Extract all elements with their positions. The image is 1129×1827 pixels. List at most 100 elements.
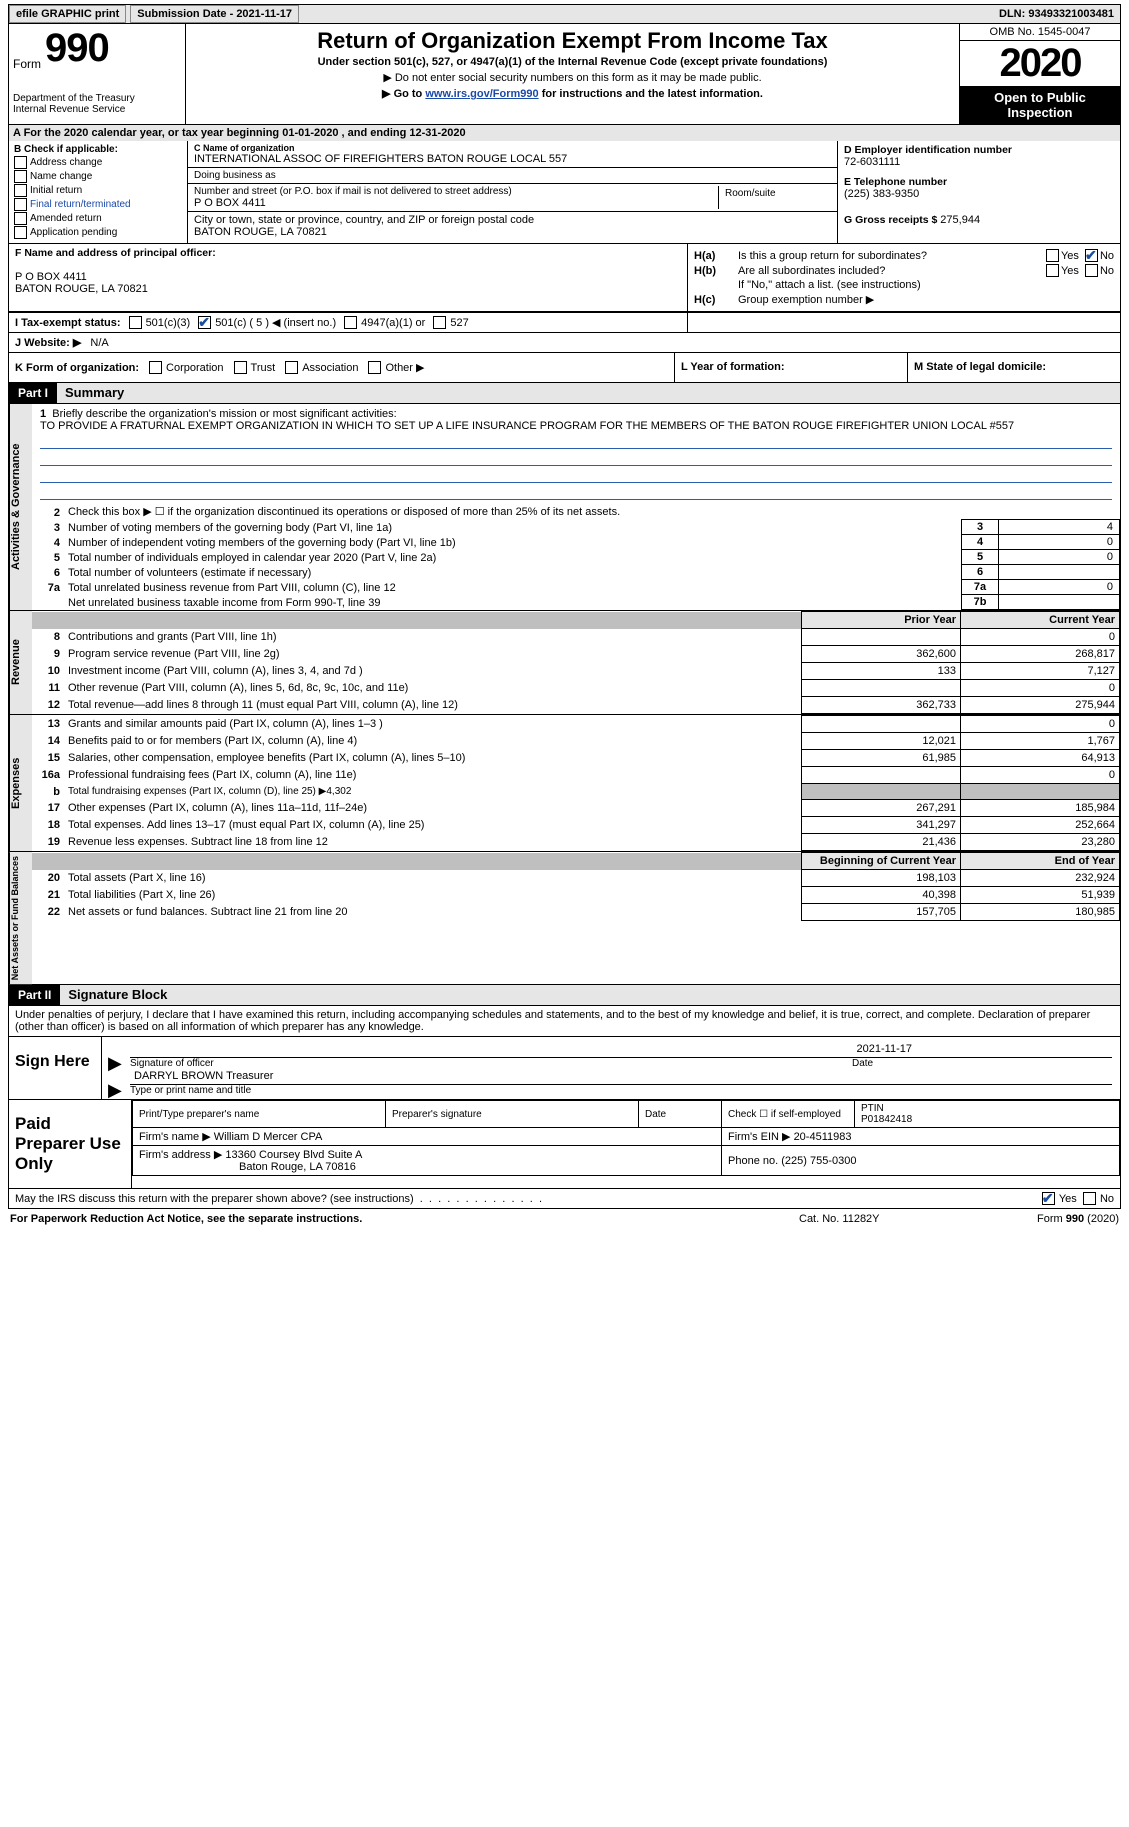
checkbox-app-pending[interactable] <box>14 226 27 239</box>
summary-governance: Activities & Governance 1 Briefly descri… <box>8 404 1121 611</box>
k-trust-label: Trust <box>251 362 276 374</box>
header-right: OMB No. 1545-0047 2020 Open to Public In… <box>959 24 1120 124</box>
i-527-checkbox[interactable] <box>433 316 446 329</box>
expenses-table: 13Grants and similar amounts paid (Part … <box>32 715 1120 851</box>
i-501c-label: 501(c) ( 5 ) ◀ (insert no.) <box>215 316 336 329</box>
officer-signature-line[interactable]: ▶ 2021-11-17 <box>130 1057 1112 1058</box>
name-label: Type or print name and title <box>130 1085 1112 1096</box>
irs-link[interactable]: www.irs.gov/Form990 <box>425 88 538 100</box>
i-501c-checkbox[interactable] <box>198 316 211 329</box>
hb-no-label: No <box>1100 265 1114 277</box>
checkbox-final-return[interactable] <box>14 198 27 211</box>
discuss-no-checkbox[interactable] <box>1083 1192 1096 1205</box>
omb-number: OMB No. 1545-0047 <box>960 24 1120 41</box>
part2-bar: Part II Signature Block <box>8 985 1121 1006</box>
rev-row-10: 10Investment income (Part VIII, column (… <box>32 663 1120 680</box>
discuss-yes-checkbox[interactable] <box>1042 1192 1055 1205</box>
k-assoc-label: Association <box>302 362 358 374</box>
checkbox-initial-return[interactable] <box>14 184 27 197</box>
i-501c3-checkbox[interactable] <box>129 316 142 329</box>
sig-officer-label: Signature of officer <box>130 1058 852 1069</box>
firm-phone-cell: Phone no. (225) 755-0300 <box>722 1146 1120 1176</box>
header-middle: Return of Organization Exempt From Incom… <box>186 24 959 124</box>
rev-row-8: 8Contributions and grants (Part VIII, li… <box>32 629 1120 646</box>
firm-addr-1: 13360 Coursey Blvd Suite A <box>225 1149 362 1161</box>
ha-no-checkbox[interactable] <box>1085 249 1098 262</box>
gov-row-4: 4Number of independent voting members of… <box>32 535 1120 550</box>
hdr-prior-year: Prior Year <box>802 612 961 629</box>
efile-print-button[interactable]: efile GRAPHIC print <box>9 5 126 23</box>
declaration-text: Under penalties of perjury, I declare th… <box>9 1006 1120 1036</box>
summary-expenses: Expenses 13Grants and similar amounts pa… <box>8 715 1121 852</box>
c-room-label: Room/suite <box>725 188 825 199</box>
checkbox-amended[interactable] <box>14 212 27 225</box>
revenue-table: Prior YearCurrent Year 8Contributions an… <box>32 611 1120 714</box>
i-4947-label: 4947(a)(1) or <box>361 317 425 329</box>
officer-name: DARRYL BROWN Treasurer <box>134 1070 273 1082</box>
header-left: Form 990 Department of the Treasury Inte… <box>9 24 186 124</box>
dln-label: DLN: 93493321003481 <box>999 8 1120 20</box>
q2-text: Check this box ▶ ☐ if the organization d… <box>64 504 1120 520</box>
k-other-checkbox[interactable] <box>368 361 381 374</box>
phone-value: (225) 383-9350 <box>844 188 1114 200</box>
org-city: BATON ROUGE, LA 70821 <box>194 226 831 238</box>
lbl-final-return: Final return/terminated <box>30 199 131 210</box>
tab-revenue: Revenue <box>9 611 32 714</box>
discuss-text: May the IRS discuss this return with the… <box>15 1193 1042 1205</box>
hb-yes-checkbox[interactable] <box>1046 264 1059 277</box>
form-number: 990 <box>45 26 109 71</box>
form-990-page: efile GRAPHIC print Submission Date - 20… <box>0 0 1129 1233</box>
na-row-20: 20Total assets (Part X, line 16)198,1032… <box>32 870 1120 887</box>
i-label: I Tax-exempt status: <box>15 317 121 329</box>
officer-line2: BATON ROUGE, LA 70821 <box>15 283 681 295</box>
na-row-22: 22Net assets or fund balances. Subtract … <box>32 904 1120 921</box>
checkbox-name-change[interactable] <box>14 170 27 183</box>
dept-treasury: Department of the Treasury <box>13 93 181 104</box>
line-a-tax-year: A For the 2020 calendar year, or tax yea… <box>8 124 1121 141</box>
exp-row-19: 19Revenue less expenses. Subtract line 1… <box>32 834 1120 851</box>
arrow-icon: ▶ <box>108 1053 122 1074</box>
gov-row-5: 5Total number of individuals employed in… <box>32 550 1120 565</box>
gross-value: 275,944 <box>940 214 980 226</box>
tab-governance: Activities & Governance <box>9 404 32 610</box>
l-label: L Year of formation: <box>681 361 785 373</box>
summary-revenue: Revenue Prior YearCurrent Year 8Contribu… <box>8 611 1121 715</box>
pp-c2: Preparer's signature <box>386 1101 639 1128</box>
gov-row-3: 3Number of voting members of the governi… <box>32 520 1120 535</box>
line-a-mid: , and ending <box>338 127 409 139</box>
checkbox-address-change[interactable] <box>14 156 27 169</box>
dept-irs: Internal Revenue Service <box>13 104 181 115</box>
note2-pre: ▶ Go to <box>382 88 425 100</box>
section-m: M State of legal domicile: <box>908 353 1120 382</box>
exp-row-15: 15Salaries, other compensation, employee… <box>32 750 1120 767</box>
exp-row-13: 13Grants and similar amounts paid (Part … <box>32 716 1120 733</box>
line-a-pre: A For the 2020 calendar year, or tax yea… <box>13 127 282 139</box>
hb-text: Are all subordinates included? <box>738 265 1040 277</box>
hc-text: Group exemption number ▶ <box>738 293 1114 306</box>
discuss-row: May the IRS discuss this return with the… <box>8 1189 1121 1209</box>
ha-yes-checkbox[interactable] <box>1046 249 1059 262</box>
firm-name: William D Mercer CPA <box>214 1131 323 1143</box>
lbl-name-change: Name change <box>30 171 92 182</box>
gov-row-6: 6Total number of volunteers (estimate if… <box>32 565 1120 580</box>
hb-no-checkbox[interactable] <box>1085 264 1098 277</box>
firm-ein-cell: Firm's EIN ▶ 20-4511983 <box>722 1128 1120 1146</box>
lbl-initial-return: Initial return <box>30 185 82 196</box>
firm-name-cell: Firm's name ▶ William D Mercer CPA <box>133 1128 722 1146</box>
exp-row-16b: bTotal fundraising expenses (Part IX, co… <box>32 784 1120 800</box>
ha-text: Is this a group return for subordinates? <box>738 250 1040 262</box>
section-f: F Name and address of principal officer:… <box>9 244 688 311</box>
k-trust-checkbox[interactable] <box>234 361 247 374</box>
hb-label: H(b) <box>694 265 732 277</box>
exp-row-16a: 16aProfessional fundraising fees (Part I… <box>32 767 1120 784</box>
q1-body: TO PROVIDE A FRATURNAL EXEMPT ORGANIZATI… <box>40 420 1014 432</box>
submission-date-label: Submission Date - 2021-11-17 <box>130 5 299 23</box>
k-assoc-checkbox[interactable] <box>285 361 298 374</box>
signature-block: Under penalties of perjury, I declare th… <box>8 1006 1121 1100</box>
k-corp-checkbox[interactable] <box>149 361 162 374</box>
part2-label: Part II <box>9 985 60 1005</box>
paid-preparer-block: Paid Preparer Use Only Print/Type prepar… <box>8 1100 1121 1189</box>
j-label: J Website: ▶ <box>15 337 81 349</box>
k-other-label: Other ▶ <box>385 361 424 374</box>
i-4947-checkbox[interactable] <box>344 316 357 329</box>
